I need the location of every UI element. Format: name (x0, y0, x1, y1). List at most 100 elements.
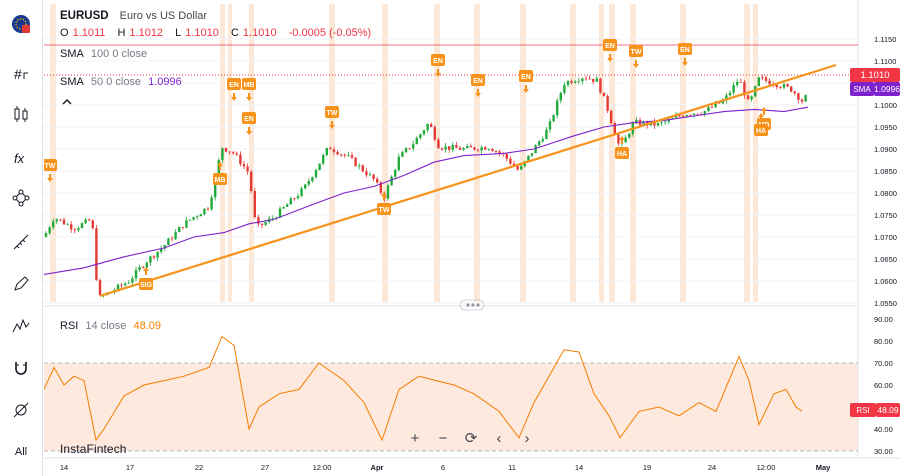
candle-body (84, 219, 87, 224)
candle-body (170, 238, 174, 240)
collapse-legend-icon[interactable] (62, 98, 72, 109)
event-code: EN (521, 74, 531, 81)
magnet-icon[interactable] (5, 352, 37, 384)
candle-body (217, 160, 220, 177)
candle (710, 104, 714, 108)
candle (599, 77, 602, 94)
legend-sma100-row[interactable]: SMA 100 0 close (60, 48, 151, 60)
candle-body (516, 166, 519, 170)
candle (260, 223, 264, 229)
event-arrow-down (633, 60, 639, 68)
candle (556, 98, 559, 119)
event-highlight-band (50, 4, 56, 302)
event-marker-mb[interactable]: MB (213, 162, 227, 185)
candles-series[interactable] (44, 74, 807, 298)
candle (322, 153, 325, 166)
candle-body (343, 154, 346, 156)
candle (577, 77, 580, 85)
chart-area[interactable]: 1.11501.11001.10501.10001.09501.09001.08… (44, 0, 900, 476)
svg-text:fx: fx (14, 151, 25, 166)
candle-body (797, 93, 800, 100)
event-marker-mb[interactable]: MB (242, 78, 256, 101)
pen-icon[interactable] (5, 268, 37, 300)
open-value: 1.1011 (72, 27, 106, 39)
event-marker-en[interactable]: EN (242, 112, 256, 135)
candles-icon[interactable] (5, 98, 37, 130)
event-marker-en[interactable]: EN (678, 43, 692, 66)
pane-resize-handle[interactable] (466, 303, 480, 307)
event-arrow-up (619, 136, 625, 144)
rsi-legend-row[interactable]: RSI 14 close 48.09 (60, 320, 165, 332)
reset-zoom-button[interactable]: ⟳ (464, 430, 478, 447)
event-marker-ha[interactable]: HA (754, 113, 768, 136)
scroll-right-button[interactable]: › (524, 429, 530, 447)
candle (761, 74, 764, 81)
ruler-tools-icon[interactable] (5, 226, 37, 258)
event-marker-en[interactable]: EN (519, 70, 533, 93)
candle-body (484, 147, 487, 150)
event-marker-en[interactable]: EN (227, 78, 241, 101)
nodes-icon[interactable] (5, 182, 37, 214)
region-flag-icon[interactable] (5, 8, 37, 40)
event-arrow-up (381, 192, 387, 200)
pattern-icon[interactable] (5, 310, 37, 342)
event-badge (471, 74, 485, 86)
candle-body (329, 148, 332, 150)
candle-body (167, 238, 170, 246)
region-flag-icon-glyph (12, 15, 30, 33)
candle-body (509, 158, 512, 164)
hash-indicator-icon[interactable]: # (5, 58, 37, 90)
candle-body (786, 84, 789, 87)
event-marker-tw[interactable]: TW (629, 45, 643, 68)
candle-body (714, 102, 717, 108)
candle-body (412, 144, 415, 149)
fx-formula-icon[interactable]: fx (5, 142, 37, 174)
zoom-in-button[interactable]: + (410, 429, 420, 447)
svg-text:#: # (14, 66, 22, 82)
candle (59, 219, 62, 222)
symbol-name[interactable]: EURUSD (60, 10, 109, 22)
event-marker-ha[interactable]: HA (615, 136, 629, 159)
candle (98, 278, 102, 296)
candle (73, 227, 76, 234)
candle (340, 153, 343, 158)
candle (134, 266, 138, 282)
scroll-left-button[interactable]: ‹ (496, 429, 502, 447)
rsi-name: RSI (60, 320, 79, 332)
zoom-out-button[interactable]: − (438, 429, 448, 447)
hide-drawings-icon[interactable] (5, 394, 37, 426)
event-marker-en[interactable]: EN (603, 39, 617, 62)
legend-symbol-row: EURUSD Euro vs US Dollar (60, 10, 211, 22)
event-marker-en[interactable]: EN (471, 74, 485, 97)
candle-body (721, 100, 724, 104)
candle (757, 76, 760, 87)
event-marker-sig[interactable]: SIG (139, 267, 153, 290)
event-marker-tw[interactable]: TW (325, 106, 339, 129)
candle-body (408, 148, 411, 150)
event-marker-en[interactable]: EN (431, 54, 445, 77)
candle (257, 214, 260, 227)
candle (80, 222, 84, 229)
main-chart[interactable]: 1.11501.11001.10501.10001.09501.09001.08… (44, 0, 900, 476)
candle-body (725, 95, 728, 101)
candle-body (289, 198, 292, 205)
candle (541, 136, 544, 143)
candle (610, 109, 613, 125)
all-label[interactable]: All (5, 436, 37, 468)
candle-body (376, 178, 379, 183)
candle-body (415, 138, 418, 145)
event-code: MB (215, 177, 226, 184)
event-markers[interactable]: TWMBENMBENTWTWENENENENHATWENMBHASIG (44, 39, 771, 290)
candle (138, 264, 141, 272)
event-badge (242, 78, 256, 90)
trend-line[interactable] (99, 63, 837, 298)
candle-body (181, 227, 184, 228)
legend-sma50-row[interactable]: SMA 50 0 close 1.0996 (60, 76, 186, 88)
candle-body (577, 81, 580, 82)
event-marker-tw[interactable]: TW (44, 159, 57, 182)
candle-body (394, 170, 397, 177)
candle-body (116, 284, 120, 291)
candle (581, 77, 584, 85)
event-marker-tw[interactable]: TW (377, 192, 391, 215)
candle (235, 151, 238, 157)
